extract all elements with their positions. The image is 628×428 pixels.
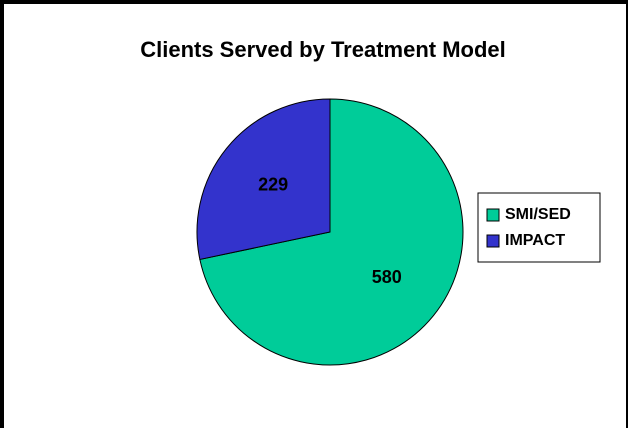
legend-swatch (486, 234, 500, 248)
data-label: 229 (258, 175, 288, 195)
chart-title: Clients Served by Treatment Model (140, 37, 506, 62)
data-label: 580 (372, 267, 402, 287)
legend-label: SMI/SED (505, 206, 571, 223)
legend-swatch (486, 208, 500, 222)
legend-label: IMPACT (505, 232, 565, 249)
pie-slice (199, 98, 464, 366)
pie-slice (196, 98, 331, 261)
legend-box (477, 192, 601, 263)
